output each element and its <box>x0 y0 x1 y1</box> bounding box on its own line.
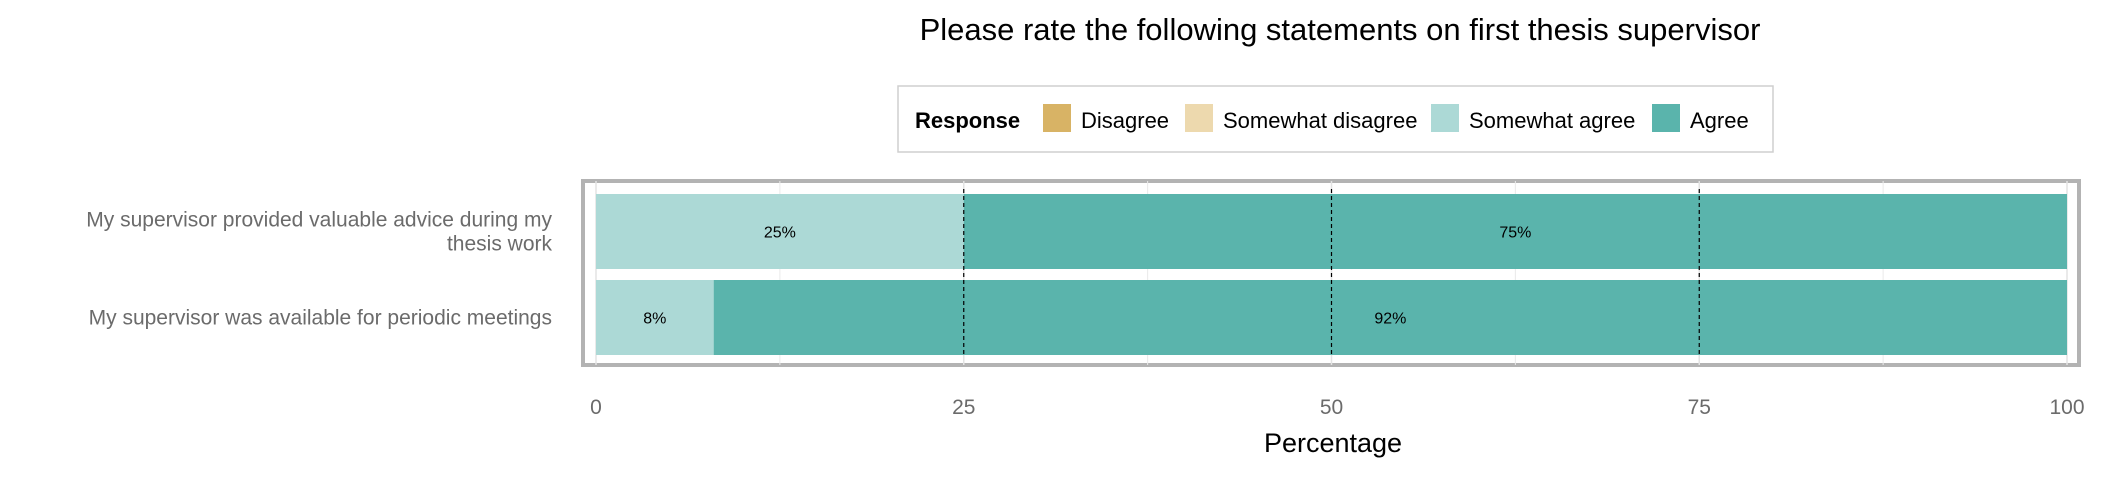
bar-segment <box>963 194 2067 269</box>
legend-swatch <box>1431 104 1459 132</box>
x-tick-label: 0 <box>590 396 602 419</box>
plot-area: 25% 75% 8% 92% My supervisor provided valuab… <box>86 179 2085 419</box>
x-axis-title: Percentage <box>1264 428 1402 458</box>
legend: Response Disagree Somewhat disagree Somewh… <box>897 85 1774 153</box>
x-tick-label: 50 <box>1320 396 1343 419</box>
category-label: thesis work <box>447 233 553 256</box>
legend-item: Agree <box>1652 104 1749 133</box>
bar-segment <box>713 280 2068 355</box>
chart-title: Please rate the following statements on … <box>920 12 1761 47</box>
category-label: My supervisor provided valuable advice d… <box>86 209 552 232</box>
legend-swatch <box>1652 104 1680 132</box>
legend-swatch <box>1185 104 1213 132</box>
legend-item: Somewhat agree <box>1431 104 1635 133</box>
legend-item: Somewhat disagree <box>1185 104 1417 133</box>
legend-swatch <box>1043 104 1071 132</box>
data-label: 92% <box>1374 311 1406 328</box>
legend-label: Agree <box>1690 108 1749 133</box>
legend-label: Disagree <box>1081 108 1169 133</box>
category-label: My supervisor was available for periodic… <box>89 307 552 330</box>
x-tick-label: 75 <box>1688 396 1711 419</box>
legend-label: Somewhat agree <box>1469 108 1635 133</box>
x-tick-label: 100 <box>2049 396 2084 419</box>
bar-segment <box>596 194 964 269</box>
data-label: 8% <box>643 311 666 328</box>
bar-segment <box>596 280 714 355</box>
legend-item: Disagree <box>1043 104 1169 133</box>
legend-label: Somewhat disagree <box>1223 108 1417 133</box>
legend-title: Response <box>915 108 1020 133</box>
data-label: 25% <box>764 225 796 242</box>
data-label: 75% <box>1499 225 1531 242</box>
x-tick-label: 25 <box>952 396 975 419</box>
